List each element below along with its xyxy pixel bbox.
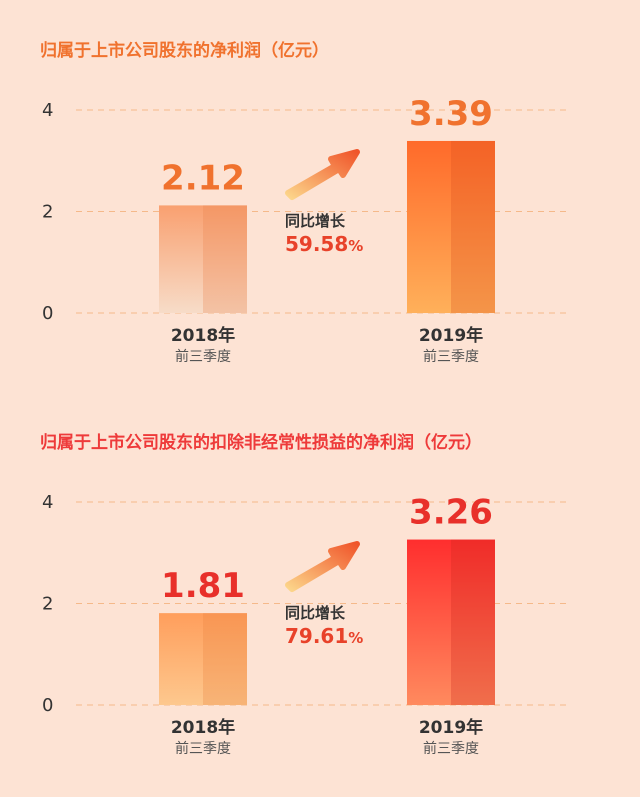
y-tick-label: 4 [42, 100, 53, 121]
category-period: 前三季度 [423, 740, 479, 757]
category-period: 前三季度 [175, 348, 231, 365]
bar-shade-1 [451, 140, 495, 313]
value-label: 2.12 [161, 158, 245, 198]
category-year: 2018年 [171, 325, 235, 346]
y-tick-label: 4 [42, 492, 53, 513]
growth-label: 同比增长 [285, 212, 346, 230]
bar-shade-0 [203, 205, 247, 313]
growth-arrow-icon [285, 541, 360, 592]
y-tick-label: 0 [42, 695, 53, 716]
category-year: 2019年 [419, 325, 483, 346]
bar-1 [407, 140, 495, 313]
category-period: 前三季度 [175, 740, 231, 757]
growth-value: 79.61% [285, 624, 363, 648]
bar-shade-0 [203, 613, 247, 705]
deducted-net-profit-panel: 归属于上市公司股东的扣除非经常性损益的净利润（亿元） 0 2 4 1.81 3.26 … [0, 420, 640, 790]
growth-value: 59.58% [285, 232, 363, 256]
net-profit-panel: 归属于上市公司股东的净利润（亿元） 0 2 4 2.12 3.39 2018年前三季度… [0, 28, 640, 398]
category-period: 前三季度 [423, 348, 479, 365]
growth-label: 同比增长 [285, 604, 346, 622]
y-tick-label: 2 [42, 594, 53, 615]
value-label: 1.81 [161, 566, 245, 606]
category-year: 2019年 [419, 717, 483, 738]
y-tick-label: 2 [42, 202, 53, 223]
bar-0 [159, 613, 247, 705]
category-year: 2018年 [171, 717, 235, 738]
chart-title: 归属于上市公司股东的净利润（亿元） [40, 41, 329, 61]
bar-shade-1 [451, 539, 495, 705]
value-label: 3.26 [409, 493, 493, 533]
value-label: 3.39 [409, 94, 493, 134]
growth-arrow-icon [285, 149, 360, 200]
bar-1 [407, 539, 495, 705]
bar-0 [159, 205, 247, 313]
y-tick-label: 0 [42, 303, 53, 324]
chart-title: 归属于上市公司股东的扣除非经常性损益的净利润（亿元） [40, 433, 482, 453]
